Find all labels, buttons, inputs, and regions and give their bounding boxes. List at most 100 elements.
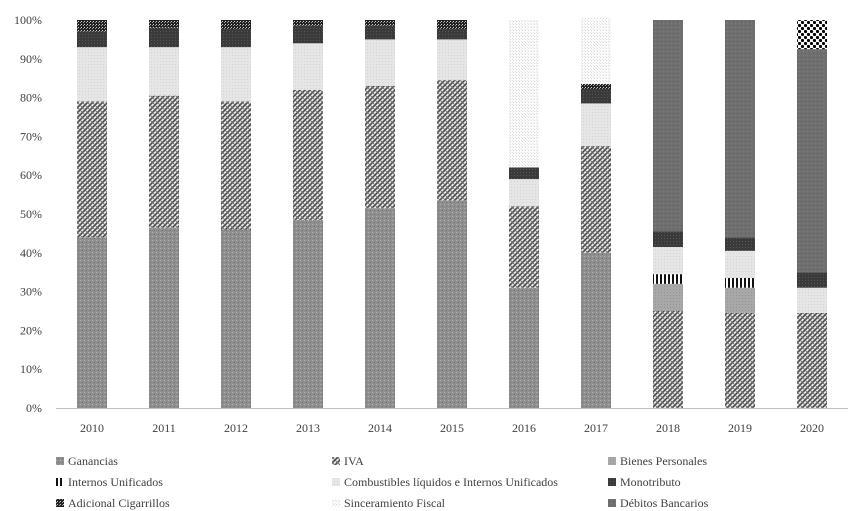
x-tick-label: 2020	[800, 421, 824, 435]
x-tick-label: 2010	[80, 421, 104, 435]
legend-label: Combustibles líquidos e Internos Unifica…	[344, 475, 558, 489]
y-tick-label: 60%	[20, 168, 42, 182]
legend-swatch	[608, 457, 616, 465]
x-tick-label: 2019	[728, 421, 752, 435]
bar-segment	[581, 252, 611, 408]
bar-segment	[221, 47, 251, 102]
bar-segment	[437, 20, 467, 30]
y-tick-label: 100%	[14, 13, 42, 27]
bar-segment	[725, 312, 755, 408]
y-tick-label: 90%	[20, 52, 42, 66]
bar-segment	[581, 18, 611, 85]
bar-segment	[149, 47, 179, 96]
bar-segment	[797, 49, 827, 273]
bar-segment	[725, 287, 755, 313]
x-tick-label: 2014	[368, 421, 392, 435]
bar-segment	[77, 20, 107, 32]
plot-area	[77, 18, 827, 408]
legend-label: IVA	[344, 454, 364, 468]
bar-segment	[77, 237, 107, 408]
bar-segment	[581, 103, 611, 147]
bar-segment	[365, 20, 395, 26]
bar-segment	[293, 20, 323, 26]
bar-segment	[149, 95, 179, 228]
bar-segment	[77, 31, 107, 48]
legend-label: Internos Unificados	[68, 475, 163, 489]
bar-segment	[365, 25, 395, 40]
bar-segment	[509, 287, 539, 408]
bar-segment	[365, 85, 395, 209]
bar-segment	[293, 219, 323, 408]
y-tick-label: 30%	[20, 285, 42, 299]
bar-segment	[653, 283, 683, 311]
bar-segment	[221, 229, 251, 408]
legend-label: Ganancias	[68, 454, 118, 468]
legend-label: Adicional Cigarrillos	[68, 496, 170, 510]
x-tick-label: 2015	[440, 421, 464, 435]
bar-segment	[437, 200, 467, 408]
legend-label: Monotributo	[620, 475, 681, 489]
bar-segment	[725, 237, 755, 251]
bar-segment	[77, 47, 107, 102]
y-tick-label: 20%	[20, 323, 42, 337]
legend-label: Sinceramiento Fiscal	[344, 496, 446, 510]
bar-segment	[581, 89, 611, 104]
bar-segment	[149, 27, 179, 48]
y-tick-label: 10%	[20, 362, 42, 376]
bar-segment	[725, 20, 755, 238]
bar-segment	[725, 278, 755, 288]
bar-segment	[437, 29, 467, 40]
y-tick-label: 50%	[20, 207, 42, 221]
bar-segment	[653, 311, 683, 408]
bar-segment	[365, 39, 395, 86]
legend-swatch	[56, 457, 64, 465]
bar-segment	[797, 20, 827, 50]
bar-segment	[221, 101, 251, 230]
bar-segment	[509, 167, 539, 180]
legend-swatch	[608, 499, 616, 507]
x-tick-label: 2013	[296, 421, 320, 435]
legend-swatch	[332, 457, 340, 465]
x-tick-label: 2012	[224, 421, 248, 435]
y-tick-label: 70%	[20, 129, 42, 143]
bar-segment	[509, 20, 539, 168]
bar-segment	[149, 227, 179, 408]
bar-segment	[149, 20, 179, 28]
bar-segment	[797, 272, 827, 288]
bar-segment	[797, 287, 827, 313]
bar-segment	[77, 101, 107, 238]
bar-segment	[581, 146, 611, 253]
bar-segment	[437, 39, 467, 81]
bar-segment	[581, 84, 611, 90]
bar-segment	[653, 274, 683, 284]
legend-swatch	[608, 478, 616, 486]
bar-segment	[653, 231, 683, 247]
bar-segment	[365, 208, 395, 408]
x-tick-label: 2018	[656, 421, 680, 435]
bar-segment	[293, 25, 323, 44]
bar-segment	[725, 250, 755, 279]
x-tick-label: 2017	[584, 421, 608, 435]
bar-segment	[293, 89, 323, 220]
bar-segment	[437, 80, 467, 201]
y-tick-label: 80%	[20, 91, 42, 105]
bar-segment	[653, 20, 683, 232]
y-axis: 0% 10% 20% 30% 40% 50% 60% 70% 80% 90% 100%	[14, 13, 42, 415]
legend-swatch	[332, 478, 340, 486]
x-tick-label: 2011	[152, 421, 176, 435]
bar-segment	[221, 29, 251, 48]
bar-segment	[509, 179, 539, 207]
bar-segment	[509, 206, 539, 288]
bar-segment	[293, 43, 323, 90]
bar-segment	[221, 20, 251, 30]
bar-segment	[797, 312, 827, 408]
x-axis: 2010 2011 2012 2013 2014 2015 2016 2017 2018 2019…	[56, 408, 848, 435]
y-tick-label: 40%	[20, 246, 42, 260]
x-tick-label: 2016	[512, 421, 536, 435]
y-tick-label: 0%	[26, 401, 42, 415]
legend: Ganancias IVA Bienes Personales Internos Un…	[56, 454, 709, 510]
legend-label: Bienes Personales	[620, 454, 707, 468]
legend-swatch	[56, 499, 64, 507]
legend-label: Débitos Bancarios	[620, 496, 709, 510]
